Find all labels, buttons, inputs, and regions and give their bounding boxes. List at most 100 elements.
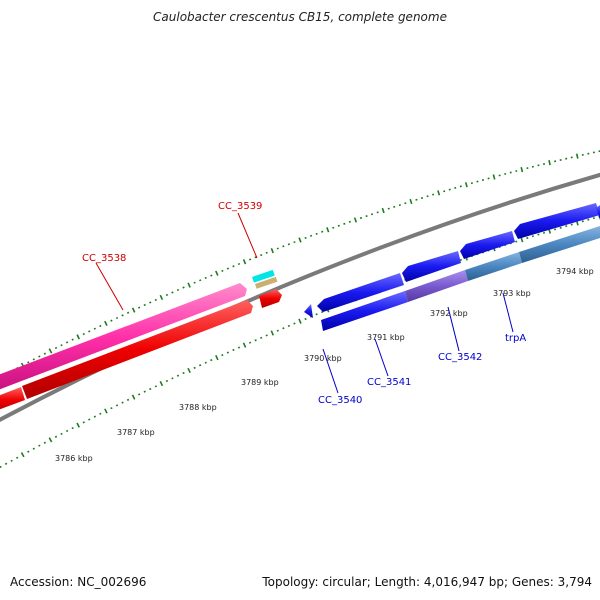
tick-mark [282,327,285,330]
tick-mark [104,320,108,326]
tick-mark [359,216,363,220]
gene-cc-3542-feature[interactable] [402,251,461,282]
tick-mark [76,422,81,428]
tick-mark [398,204,401,207]
gene-label-trpa: trpA [505,333,526,344]
tick-mark [199,279,202,282]
gene-cc-3539-feature-2[interactable] [255,276,278,289]
tick-mark [137,393,141,396]
tick-mark [159,380,164,387]
tick-mark [27,361,30,364]
gene-label-cc-3539: CC_3539 [218,201,262,212]
tick-mark [193,281,196,284]
gene-cc-3540[interactable] [304,304,313,318]
tick-mark [426,195,429,198]
tick-mark [71,426,74,430]
tick-mark [321,230,324,233]
tick-mark [315,313,318,316]
tick-mark [409,198,413,205]
leader-cc-3542 [447,306,460,352]
tick-mark [20,452,25,458]
tick-mark [570,223,573,226]
tick-mark [315,232,318,235]
gene-cc-3538-feature[interactable] [0,283,247,393]
tick-mark [587,218,590,221]
tick-mark [232,265,235,268]
tick-mark [487,177,490,180]
tick-mark [182,371,185,375]
tick-mark [575,153,579,159]
gene-cc-3542[interactable] [405,270,468,302]
tick-mark [365,215,368,218]
tick-mark [248,258,252,261]
outer-tick-ring [0,150,600,379]
tick-mark [226,351,230,354]
tick-mark [559,226,562,229]
tick-mark [126,311,130,314]
tick-mark [16,456,19,459]
tick-mark [54,435,58,439]
leader-cc-3541 [374,338,389,377]
gene-label-cc-3542: CC_3542 [438,352,482,363]
tick-mark [492,174,496,180]
gene-label-cc-3541: CC_3541 [367,377,411,388]
gene-cc-3539-feature-1[interactable] [252,269,275,283]
tick-mark [548,160,551,166]
tick-mark [115,404,119,407]
tick-mark [110,319,113,322]
tick-mark [187,282,191,288]
tick-mark [82,332,85,336]
tick-mark [309,234,313,237]
gene-next-feature[interactable] [514,203,600,239]
tick-mark [48,437,53,443]
tick-mark [99,324,102,328]
gene-cc-3539[interactable] [259,289,282,308]
tick-mark [176,288,180,292]
tick-mark [520,237,524,243]
tick-mark [0,465,2,469]
tick-mark [165,379,169,383]
scale-label-3793: 3793 kbp [493,289,531,298]
tick-mark [32,358,35,361]
tick-mark [242,342,247,348]
tick-mark [88,330,91,333]
tick-mark [304,317,307,321]
scale-label-3790: 3790 kbp [304,354,342,363]
tick-mark [454,186,457,189]
tick-mark [287,243,291,246]
tick-mark [232,348,235,352]
tick-mark [27,450,30,453]
tick-mark [143,390,146,393]
tick-mark [126,398,130,401]
gene-next[interactable] [519,226,600,263]
genome-backbone [0,172,600,422]
tick-mark [332,226,335,229]
tick-mark [38,355,41,358]
gene-trpa[interactable] [465,252,522,281]
tick-mark [10,459,13,462]
tick-mark [282,245,285,248]
tick-mark [237,346,241,349]
gene-cc-3541[interactable] [321,291,408,331]
tick-mark [60,344,63,347]
gene-cc-3541-feature[interactable] [317,273,404,312]
gene-edge-feature[interactable] [596,205,600,220]
tick-mark [404,202,407,205]
gene-cc-3538[interactable] [22,300,253,399]
gene-trpa-feature[interactable] [460,231,515,259]
tick-mark [131,394,136,400]
tick-mark [448,188,451,191]
tick-mark [298,318,302,324]
tick-mark [88,418,91,421]
tick-mark [198,364,202,367]
tick-mark [121,401,124,404]
tick-mark [149,301,152,304]
scale-label-3792: 3792 kbp [430,309,468,318]
tick-mark [176,374,180,377]
tick-mark [393,205,396,208]
gene-cc-3538-prev[interactable] [0,387,25,413]
tick-mark [204,276,207,280]
tick-mark [187,367,191,374]
leader-trpa [502,292,514,333]
tick-mark [537,233,540,236]
